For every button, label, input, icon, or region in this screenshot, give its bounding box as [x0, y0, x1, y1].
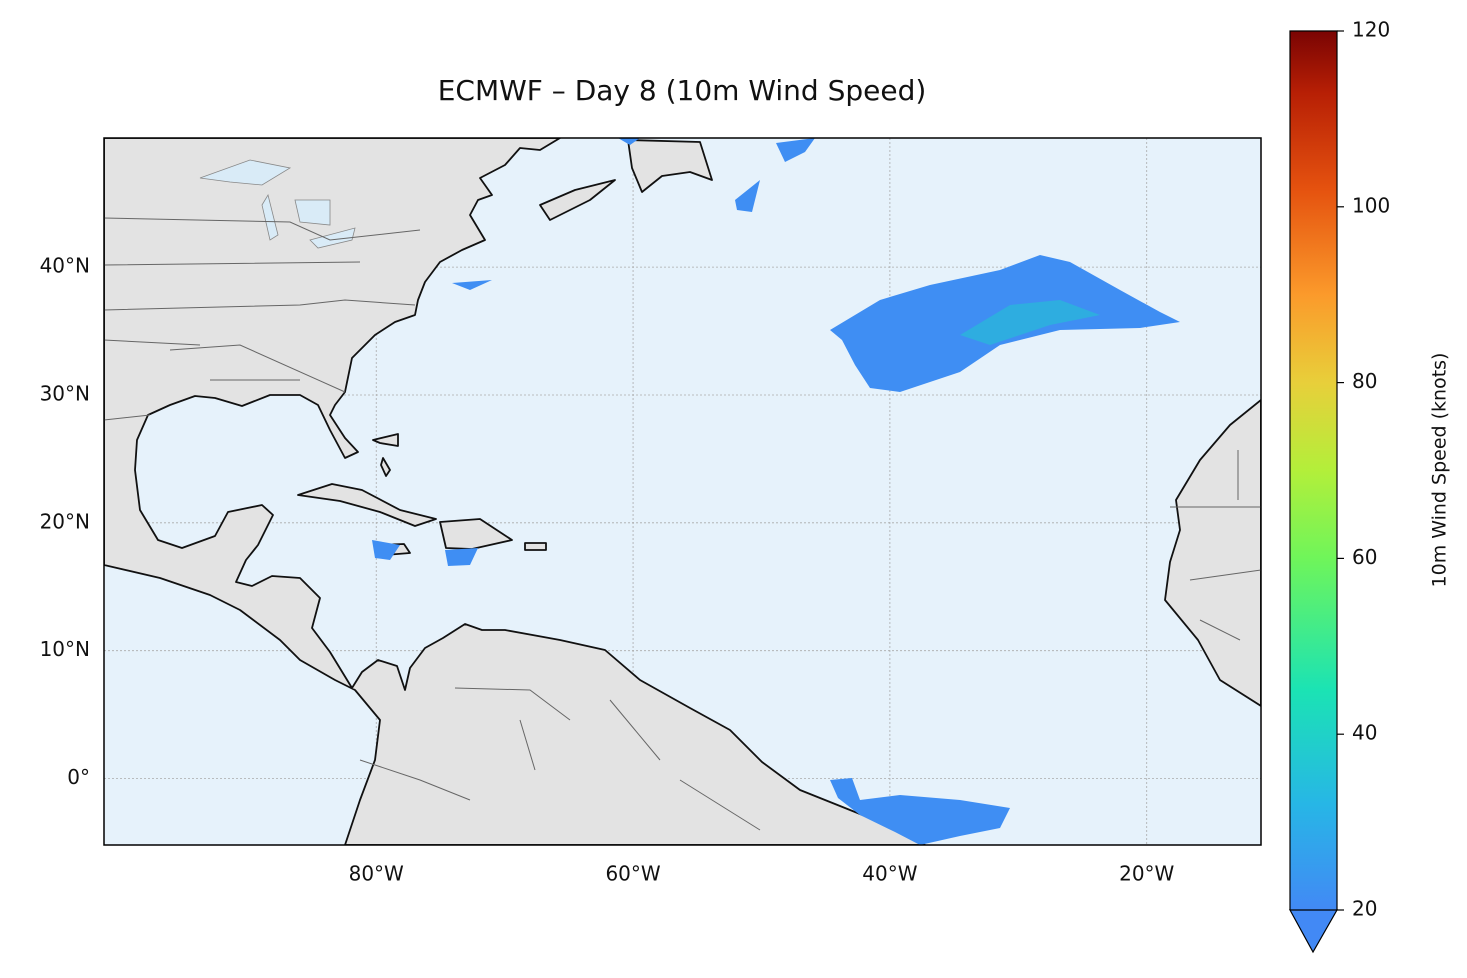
- colorbar-frame: [1289, 30, 1338, 910]
- wind-core: [960, 300, 1100, 345]
- puerto-rico: [524, 542, 547, 551]
- bahamas: [372, 433, 399, 477]
- axis-ticks: 80°W 60°W 40°W 20°W 0° 10°N 20°N 30°N 40°N: [40, 254, 1175, 886]
- x-tick-label: 20°W: [1119, 862, 1174, 886]
- colorbar-tick-label: 100: [1352, 193, 1390, 217]
- colorbar-label: 10m Wind Speed (knots): [1429, 353, 1451, 588]
- borders: [104, 217, 1261, 831]
- great-lakes: [199, 159, 356, 249]
- map-area: [104, 138, 1261, 845]
- colorbar-gradient: [1290, 31, 1337, 910]
- colorbar-ticks: 20 40 60 80 100 120: [1337, 18, 1390, 921]
- y-tick-label: 40°N: [40, 254, 90, 278]
- colorbar: 20 40 60 80 100 120 10m Wind Speed (knots): [1288, 18, 1451, 954]
- cuba: [297, 483, 437, 527]
- colorbar-extend: [1288, 909, 1339, 954]
- wind-areas: [372, 138, 1180, 845]
- y-tick-label: 0°: [67, 765, 90, 789]
- x-tick-label: 60°W: [605, 862, 660, 886]
- colorbar-tick-label: 80: [1352, 369, 1377, 393]
- colorbar-tick-label: 60: [1352, 545, 1377, 569]
- wind-area: [830, 778, 1010, 845]
- map-frame: [103, 137, 1262, 846]
- newfoundland: [627, 139, 713, 193]
- y-tick-label: 30°N: [40, 381, 90, 405]
- colorbar-tick-label: 120: [1352, 18, 1390, 42]
- x-tick-label: 80°W: [349, 862, 404, 886]
- hispaniola: [439, 518, 513, 550]
- x-tick-label: 40°W: [862, 862, 917, 886]
- colorbar-tick-label: 20: [1352, 897, 1377, 921]
- map-title: ECMWF – Day 8 (10m Wind Speed): [438, 74, 927, 107]
- nova-scotia: [539, 179, 616, 221]
- africa: [1164, 399, 1261, 707]
- colorbar-tick-label: 40: [1352, 721, 1377, 745]
- y-tick-label: 10°N: [40, 637, 90, 661]
- y-tick-label: 20°N: [40, 509, 90, 533]
